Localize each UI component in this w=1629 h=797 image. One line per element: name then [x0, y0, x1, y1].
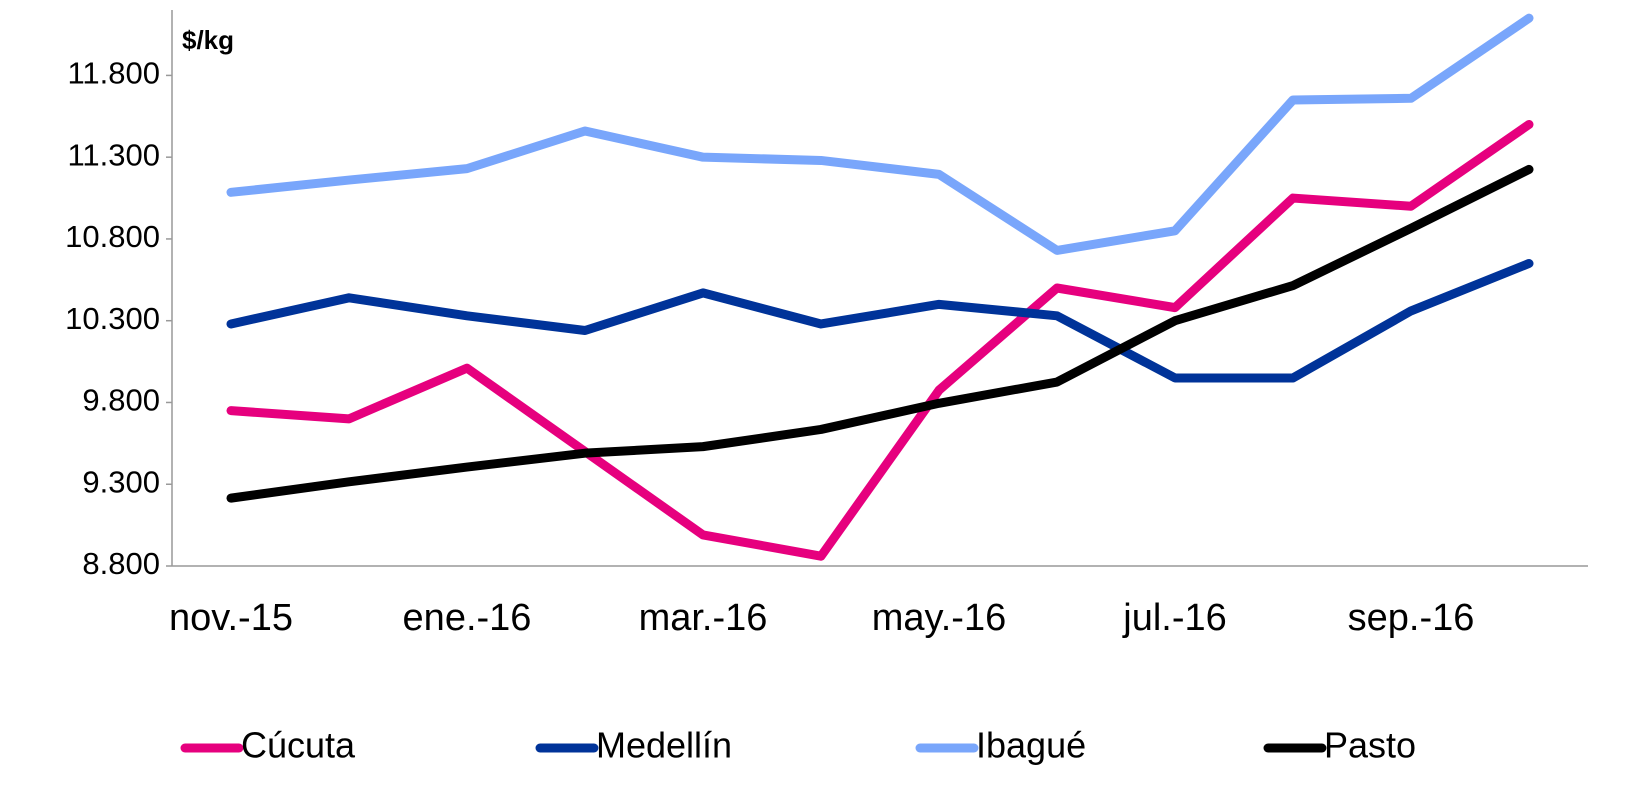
x-tick-label: may.-16: [872, 597, 1006, 639]
legend-label: Ibagué: [976, 725, 1086, 766]
series-line: [226, 13, 1534, 255]
y-tick-label: 11.800: [67, 56, 160, 91]
y-tick-label: 9.800: [82, 383, 160, 418]
legend-label: Cúcuta: [241, 725, 356, 766]
legend-label: Pasto: [1324, 725, 1416, 766]
y-tick-label: 9.300: [82, 464, 160, 499]
x-tick-label: mar.-16: [639, 597, 768, 639]
y-tick-label: 8.800: [82, 546, 160, 581]
x-tick-label: sep.-16: [1348, 597, 1475, 639]
y-tick-label: 10.300: [65, 301, 160, 336]
x-tick-label: ene.-16: [403, 597, 532, 639]
y-axis-label: $/kg: [182, 25, 234, 55]
y-tick-label: 11.300: [67, 137, 160, 172]
x-tick-label: nov.-15: [169, 597, 293, 639]
series-line: [226, 119, 1534, 561]
legend-label: Medellín: [596, 725, 732, 766]
y-tick-label: 10.800: [65, 219, 160, 254]
series-line: [226, 164, 1534, 503]
x-tick-label: jul.-16: [1122, 597, 1227, 639]
series-line: [226, 258, 1534, 383]
